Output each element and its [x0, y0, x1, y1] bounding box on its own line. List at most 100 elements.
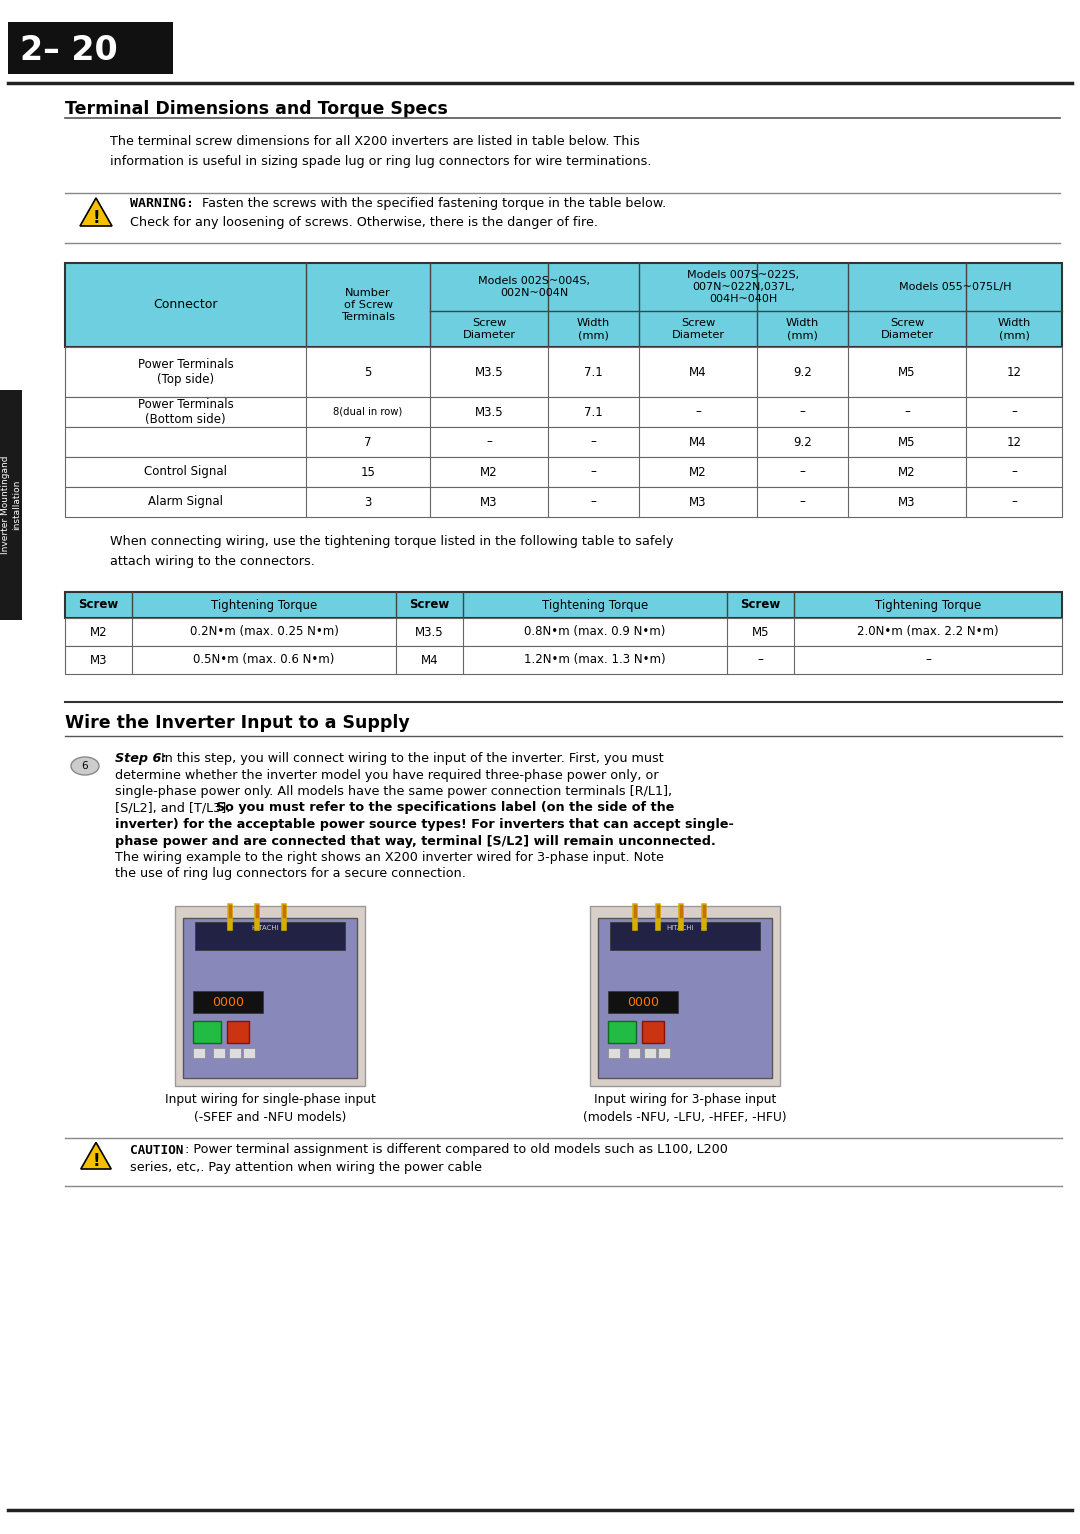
Bar — [65, 646, 1062, 673]
Text: –: – — [591, 465, 596, 479]
Text: M2: M2 — [899, 465, 916, 479]
Text: Check for any loosening of screws. Otherwise, there is the danger of fire.: Check for any loosening of screws. Other… — [130, 216, 598, 229]
Text: 0000: 0000 — [212, 996, 244, 1009]
Text: Width
(mm): Width (mm) — [997, 318, 1030, 341]
Text: Screw
Diameter: Screw Diameter — [462, 318, 515, 341]
Text: Width
(mm): Width (mm) — [577, 318, 610, 341]
Text: the use of ring lug connectors for a secure connection.: the use of ring lug connectors for a sec… — [114, 868, 465, 881]
Bar — [243, 1048, 255, 1057]
Text: Control Signal: Control Signal — [144, 465, 227, 479]
Text: 3: 3 — [364, 495, 372, 508]
Bar — [193, 1048, 205, 1057]
Text: M4: M4 — [421, 653, 438, 666]
Text: Connector: Connector — [153, 299, 218, 311]
Text: –: – — [486, 436, 491, 448]
Text: M5: M5 — [899, 436, 916, 448]
Text: Screw: Screw — [79, 598, 119, 612]
Bar — [608, 1020, 636, 1043]
Text: –: – — [1011, 495, 1017, 508]
Text: –: – — [696, 405, 701, 419]
Text: Terminal Dimensions and Torque Specs: Terminal Dimensions and Torque Specs — [65, 100, 448, 118]
Text: Power Terminals
(Bottom side): Power Terminals (Bottom side) — [137, 397, 233, 426]
Text: Screw: Screw — [741, 598, 781, 612]
Bar — [175, 905, 365, 1086]
Bar — [590, 905, 780, 1086]
Bar — [65, 618, 1062, 646]
Text: Tightening Torque: Tightening Torque — [875, 598, 981, 612]
Bar — [644, 1048, 656, 1057]
Bar — [65, 397, 1062, 426]
Polygon shape — [80, 198, 112, 225]
Text: M3: M3 — [90, 653, 107, 666]
Text: –: – — [757, 653, 764, 666]
Text: determine whether the inverter model you have required three-phase power only, o: determine whether the inverter model you… — [114, 769, 659, 781]
Text: 9.2: 9.2 — [793, 365, 812, 379]
Text: Tightening Torque: Tightening Torque — [542, 598, 648, 612]
Text: Fasten the screws with the specified fastening torque in the table below.: Fasten the screws with the specified fas… — [198, 196, 666, 210]
Bar — [193, 991, 264, 1012]
Text: When connecting wiring, use the tightening torque listed in the following table : When connecting wiring, use the tighteni… — [110, 535, 673, 568]
Bar — [65, 262, 1062, 347]
Text: 2.0N•m (max. 2.2 N•m): 2.0N•m (max. 2.2 N•m) — [858, 626, 999, 638]
Text: Inverter Mountingand
installation: Inverter Mountingand installation — [1, 456, 22, 554]
Text: Models 007S~022S,
007N~022N,037L,
004H~040H: Models 007S~022S, 007N~022N,037L, 004H~0… — [688, 270, 799, 304]
Bar — [65, 457, 1062, 486]
Text: M3: M3 — [899, 495, 916, 508]
Bar — [213, 1048, 225, 1057]
Text: Models 002S~004S,
002N~004N: Models 002S~004S, 002N~004N — [478, 276, 591, 298]
Text: Step 6:: Step 6: — [114, 752, 166, 765]
Text: Width
(mm): Width (mm) — [786, 318, 819, 341]
Bar — [642, 1020, 664, 1043]
Bar — [658, 1048, 670, 1057]
Text: series, etc,. Pay attention when wiring the power cable: series, etc,. Pay attention when wiring … — [130, 1161, 482, 1175]
Text: 7.1: 7.1 — [584, 405, 603, 419]
Text: M3.5: M3.5 — [475, 405, 503, 419]
Text: M3: M3 — [481, 495, 498, 508]
Text: WARNING:: WARNING: — [130, 196, 194, 210]
Text: –: – — [591, 436, 596, 448]
Text: : Power terminal assignment is different compared to old models such as L100, L2: : Power terminal assignment is different… — [185, 1143, 728, 1157]
Text: The wiring example to the right shows an X200 inverter wired for 3-phase input. : The wiring example to the right shows an… — [114, 851, 664, 864]
Text: M3.5: M3.5 — [415, 626, 444, 638]
Text: phase power and are connected that way, terminal [S/L2] will remain unconnected.: phase power and are connected that way, … — [114, 834, 716, 847]
Text: –: – — [799, 495, 806, 508]
Bar — [183, 917, 357, 1077]
Text: Models 055~075L/H: Models 055~075L/H — [899, 282, 1011, 291]
Text: M5: M5 — [899, 365, 916, 379]
Text: Tightening Torque: Tightening Torque — [211, 598, 318, 612]
Bar — [608, 991, 678, 1012]
Text: Screw: Screw — [409, 598, 449, 612]
Text: M5: M5 — [752, 626, 769, 638]
Bar — [608, 1048, 620, 1057]
Text: HITACHI: HITACHI — [666, 925, 693, 931]
Text: single-phase power only. All models have the same power connection terminals [R/: single-phase power only. All models have… — [114, 785, 672, 798]
Text: 0.2N•m (max. 0.25 N•m): 0.2N•m (max. 0.25 N•m) — [190, 626, 338, 638]
Text: –: – — [926, 653, 931, 666]
Bar — [227, 1020, 249, 1043]
Bar — [229, 1048, 241, 1057]
Text: inverter) for the acceptable power source types! For inverters that can accept s: inverter) for the acceptable power sourc… — [114, 818, 734, 831]
Text: M2: M2 — [689, 465, 706, 479]
Text: 1.2N•m (max. 1.3 N•m): 1.2N•m (max. 1.3 N•m) — [524, 653, 665, 666]
Text: –: – — [591, 495, 596, 508]
Text: CAUTION: CAUTION — [130, 1143, 184, 1157]
Text: 0.5N•m (max. 0.6 N•m): 0.5N•m (max. 0.6 N•m) — [193, 653, 335, 666]
Polygon shape — [81, 1143, 111, 1169]
Text: M2: M2 — [90, 626, 107, 638]
Text: 0.8N•m (max. 0.9 N•m): 0.8N•m (max. 0.9 N•m) — [524, 626, 665, 638]
Bar — [65, 426, 1062, 457]
Bar — [195, 922, 345, 950]
Text: [S/L2], and [T/L3].: [S/L2], and [T/L3]. — [114, 801, 234, 815]
Text: –: – — [1011, 465, 1017, 479]
Bar — [627, 1048, 640, 1057]
Text: Alarm Signal: Alarm Signal — [148, 495, 222, 508]
Bar — [193, 1020, 221, 1043]
Text: So you must refer to the specifications label (on the side of the: So you must refer to the specifications … — [216, 801, 674, 815]
Text: Wire the Inverter Input to a Supply: Wire the Inverter Input to a Supply — [65, 713, 409, 732]
Text: Input wiring for 3-phase input
(models -NFU, -LFU, -HFEF, -HFU): Input wiring for 3-phase input (models -… — [583, 1094, 787, 1124]
Text: 12: 12 — [1007, 365, 1022, 379]
Text: –: – — [799, 465, 806, 479]
Bar — [65, 486, 1062, 517]
Bar — [0, 390, 22, 620]
Text: 15: 15 — [361, 465, 376, 479]
